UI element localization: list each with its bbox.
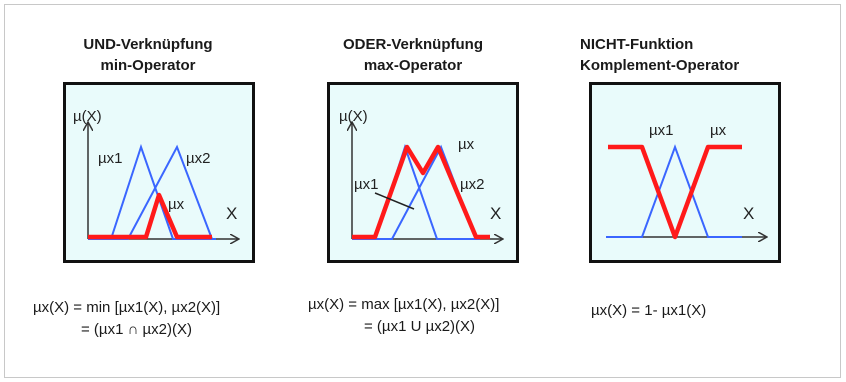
formula-or-line2: = (µx1 U µx2)(X) bbox=[364, 318, 476, 335]
mu-x-label: µx bbox=[168, 196, 185, 213]
mu-x-min-curve bbox=[88, 192, 212, 240]
panel-or-plot: µ(X) X µx1 µx2 µx bbox=[327, 82, 519, 263]
formula-not: µx(X) = 1- µx1(X) bbox=[591, 300, 811, 322]
panel-and-title: UND-Verknüpfung min-Operator bbox=[48, 34, 248, 76]
panel-or-title-line2: max-Operator bbox=[363, 57, 463, 74]
formula-not-line1: µx(X) = 1- µx1(X) bbox=[591, 302, 707, 319]
formula-and-line1: µx(X) = min [µx1(X), µx2(X)] bbox=[33, 299, 221, 316]
x-axis-label: X bbox=[490, 204, 501, 223]
formula-and-line2: = (µx1 ∩ µx2)(X) bbox=[81, 321, 192, 338]
y-axis-label: µ(X) bbox=[339, 108, 368, 125]
mu-x1-label: µx1 bbox=[98, 150, 123, 167]
panel-not-title-line1: NICHT-Funktion bbox=[580, 36, 694, 53]
panel-or-title: ODER-Verknüpfung max-Operator bbox=[313, 34, 513, 76]
x-axis-label: X bbox=[226, 204, 237, 223]
panel-and-title-line2: min-Operator bbox=[100, 57, 196, 74]
mu-x-complement-curve bbox=[608, 144, 742, 240]
panel-or-title-line1: ODER-Verknüpfung bbox=[342, 36, 483, 53]
mu-x1-curve bbox=[606, 144, 742, 238]
mu-x1-label: µx1 bbox=[649, 122, 674, 139]
formula-or-line1: µx(X) = max [µx1(X), µx2(X)] bbox=[308, 296, 500, 313]
panel-not-title-line2: Komplement-Operator bbox=[580, 57, 740, 74]
panel-and-plot: µ(X) X µx1 µx2 µx bbox=[63, 82, 255, 263]
formula-and: µx(X) = min [µx1(X), µx2(X)] = (µx1 ∩ µx… bbox=[33, 297, 298, 341]
panel-not-plot: X µx1 µx bbox=[589, 82, 781, 263]
panel-not-title: NICHT-Funktion Komplement-Operator bbox=[580, 34, 800, 76]
mu-x-label: µx bbox=[710, 122, 727, 139]
mu-x2-label: µx2 bbox=[186, 150, 211, 167]
formula-or: µx(X) = max [µx1(X), µx2(X)] = (µx1 U µx… bbox=[308, 294, 578, 338]
x-axis-label: X bbox=[743, 204, 754, 223]
mu-x1-pointer bbox=[374, 192, 415, 210]
panel-and-title-line1: UND-Verknüpfung bbox=[83, 36, 213, 53]
panel-not-svg: X µx1 µx bbox=[606, 122, 778, 260]
mu-x-max-curve bbox=[352, 144, 490, 240]
y-axis-label: µ(X) bbox=[73, 108, 102, 125]
panel-and-svg: µ(X) X µx1 µx2 µx bbox=[73, 108, 252, 260]
panel-or-svg: µ(X) X µx1 µx2 µx bbox=[339, 108, 516, 260]
mu-x2-label: µx2 bbox=[460, 176, 485, 193]
mu-x-label: µx bbox=[458, 136, 475, 153]
mu-x1-label: µx1 bbox=[354, 176, 379, 193]
